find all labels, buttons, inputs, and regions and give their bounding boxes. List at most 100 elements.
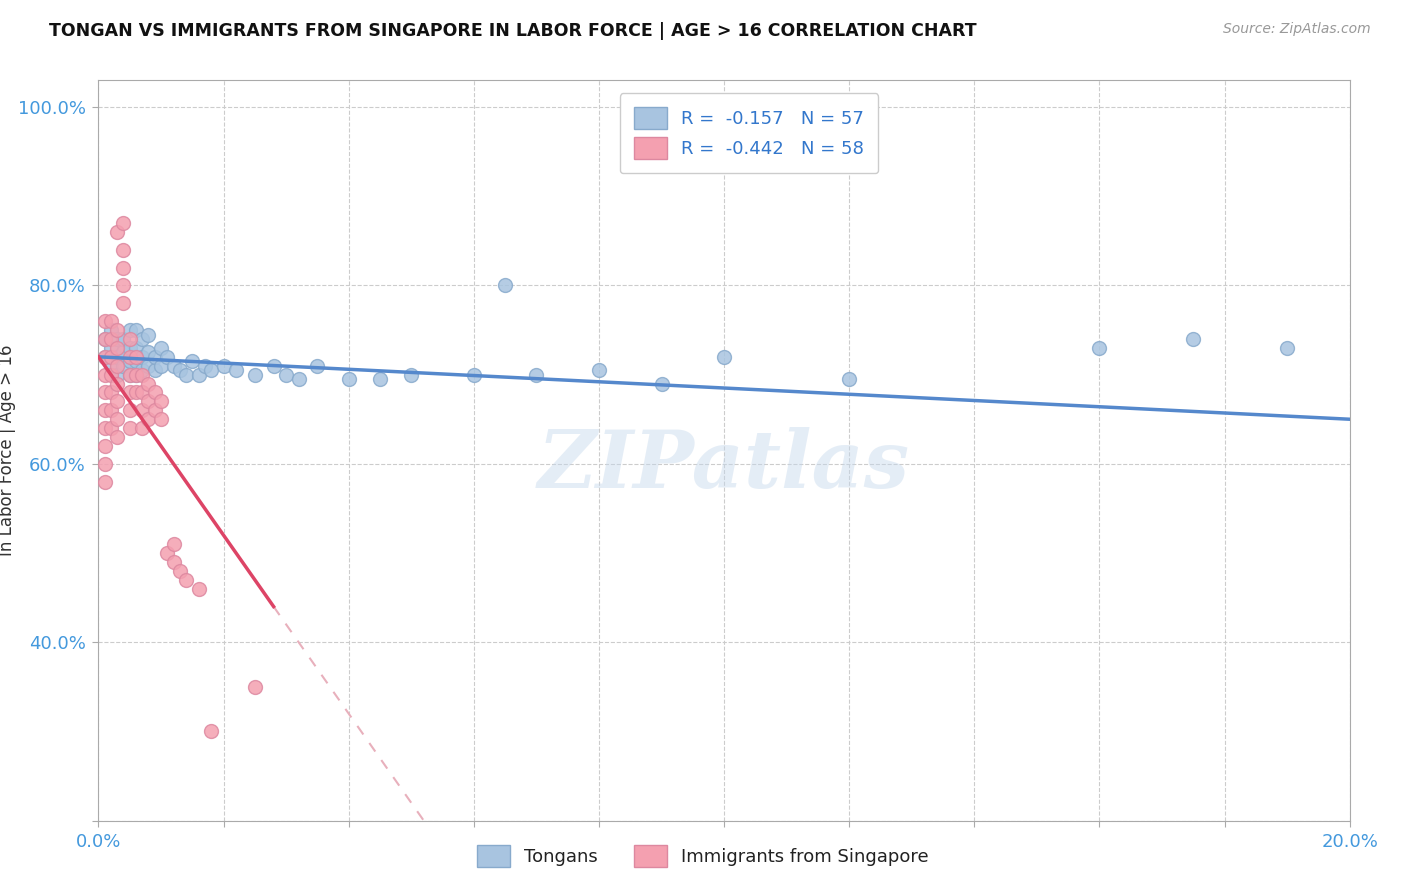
Point — [93, 332, 115, 346]
Point — [125, 341, 148, 355]
Point — [463, 368, 485, 382]
Point — [118, 323, 141, 337]
Point — [200, 363, 222, 377]
Point — [156, 546, 179, 560]
Point — [93, 439, 115, 453]
Point — [143, 363, 166, 377]
Point — [287, 372, 309, 386]
Point — [307, 359, 329, 373]
Point — [118, 421, 141, 435]
Point — [138, 345, 160, 359]
Point — [118, 368, 141, 382]
Point — [138, 376, 160, 391]
Point — [100, 359, 122, 373]
Point — [112, 260, 135, 275]
Point — [368, 372, 391, 386]
Point — [112, 296, 135, 310]
Point — [125, 323, 148, 337]
Point — [112, 278, 135, 293]
Point — [1277, 341, 1299, 355]
Point — [112, 243, 135, 257]
Point — [93, 368, 115, 382]
Point — [194, 359, 217, 373]
Point — [105, 350, 128, 364]
Point — [105, 412, 128, 426]
Point — [274, 368, 298, 382]
Point — [713, 350, 735, 364]
Point — [125, 350, 148, 364]
Point — [150, 341, 173, 355]
Point — [143, 350, 166, 364]
Point — [162, 555, 184, 569]
Legend: Tongans, Immigrants from Singapore: Tongans, Immigrants from Singapore — [468, 836, 938, 876]
Point — [588, 363, 610, 377]
Point — [650, 376, 672, 391]
Point — [100, 332, 122, 346]
Point — [93, 314, 115, 328]
Point — [100, 341, 122, 355]
Point — [112, 359, 135, 373]
Point — [143, 385, 166, 400]
Point — [105, 341, 128, 355]
Point — [156, 350, 179, 364]
Point — [118, 341, 141, 355]
Point — [100, 350, 122, 364]
Point — [112, 216, 135, 230]
Point — [181, 354, 204, 368]
Point — [125, 368, 148, 382]
Point — [131, 350, 153, 364]
Point — [105, 376, 128, 391]
Point — [118, 332, 141, 346]
Text: Source: ZipAtlas.com: Source: ZipAtlas.com — [1223, 22, 1371, 37]
Point — [105, 394, 128, 409]
Point — [131, 363, 153, 377]
Point — [401, 368, 423, 382]
Y-axis label: In Labor Force | Age > 16: In Labor Force | Age > 16 — [0, 344, 15, 557]
Point — [263, 359, 285, 373]
Point — [138, 412, 160, 426]
Point — [100, 314, 122, 328]
Point — [131, 368, 153, 382]
Point — [243, 680, 266, 694]
Point — [1182, 332, 1205, 346]
Point — [93, 403, 115, 417]
Point — [131, 403, 153, 417]
Point — [838, 372, 860, 386]
Point — [105, 368, 128, 382]
Point — [105, 430, 128, 444]
Point — [100, 368, 122, 382]
Point — [187, 582, 209, 596]
Point — [118, 354, 141, 368]
Point — [200, 724, 222, 739]
Point — [93, 475, 115, 489]
Legend: R =  -0.157   N = 57, R =  -0.442   N = 58: R = -0.157 N = 57, R = -0.442 N = 58 — [620, 93, 879, 173]
Text: ZIPatlas: ZIPatlas — [538, 426, 910, 504]
Point — [169, 363, 191, 377]
Point — [174, 573, 197, 587]
Point — [93, 385, 115, 400]
Point — [118, 368, 141, 382]
Point — [162, 359, 184, 373]
Point — [100, 385, 122, 400]
Point — [494, 278, 516, 293]
Point — [225, 363, 247, 377]
Point — [131, 385, 153, 400]
Point — [125, 385, 148, 400]
Point — [100, 421, 122, 435]
Point — [125, 354, 148, 368]
Point — [93, 332, 115, 346]
Point — [118, 350, 141, 364]
Point — [243, 368, 266, 382]
Point — [105, 359, 128, 373]
Point — [143, 403, 166, 417]
Point — [337, 372, 360, 386]
Point — [212, 359, 235, 373]
Point — [150, 359, 173, 373]
Point — [105, 225, 128, 239]
Point — [138, 394, 160, 409]
Point — [150, 394, 173, 409]
Point — [118, 385, 141, 400]
Point — [93, 457, 115, 471]
Point — [105, 323, 128, 337]
Point — [169, 564, 191, 578]
